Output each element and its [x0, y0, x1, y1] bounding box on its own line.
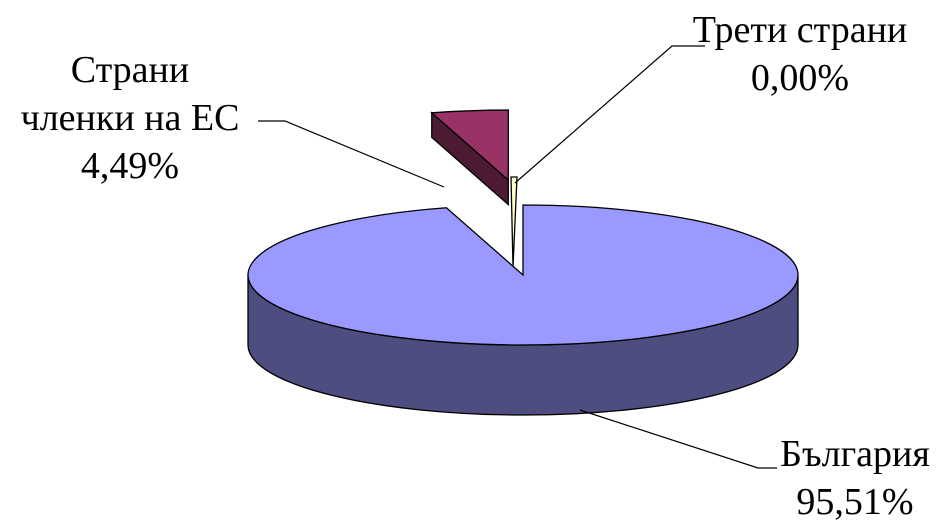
pie-slice-third-countries: [510, 176, 518, 268]
slice-label-third-countries: Трети страни 0,00%: [665, 6, 935, 102]
slice-value-third-countries: 0,00%: [750, 57, 850, 99]
leader-line-bulgaria: [579, 409, 777, 469]
leader-line-third-countries: [514, 45, 705, 184]
slice-value-eu: 4,49%: [80, 145, 180, 187]
slice-label-bulgaria-line1: България: [780, 433, 930, 475]
slice-label-eu-line2: членки на ЕС: [20, 97, 240, 139]
slice-label-eu: Страни членки на ЕС 4,49%: [0, 46, 260, 190]
pie-slice-eu: [430, 109, 509, 182]
slice-label-eu-line1: Страни: [70, 49, 190, 91]
slice-value-bulgaria: 95,51%: [796, 481, 914, 523]
pie-slice-bulgaria: [247, 204, 799, 346]
leader-line-eu: [258, 120, 445, 188]
slice-label-bulgaria: България 95,51%: [765, 430, 945, 526]
slice-label-third-countries-line1: Трети страни: [692, 9, 908, 51]
